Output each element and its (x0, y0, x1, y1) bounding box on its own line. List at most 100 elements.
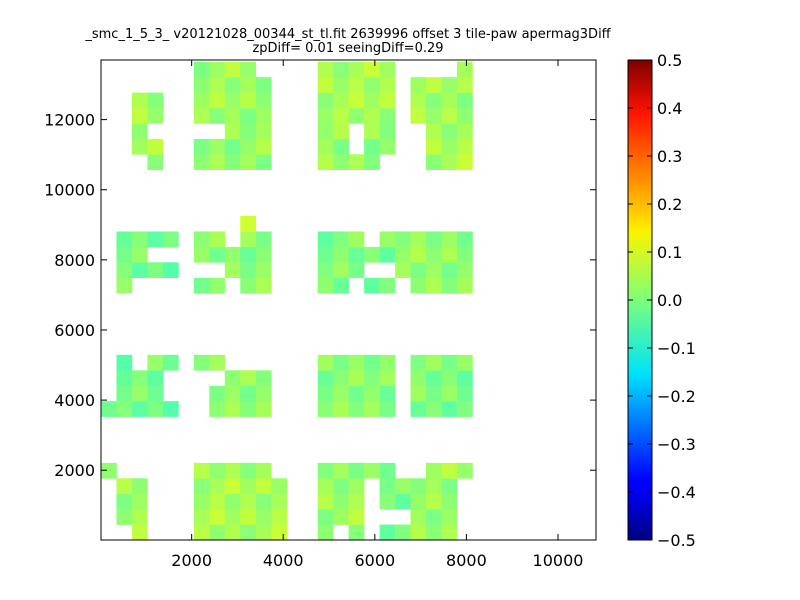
heatmap-cell (426, 154, 442, 171)
heatmap-cell (410, 524, 427, 540)
heatmap-cell (379, 401, 396, 417)
heatmap-cell (379, 108, 396, 124)
heatmap-cell (348, 231, 365, 248)
x-tick-label: 8000 (446, 551, 487, 570)
y-axis: 2000 4000 6000 8000 10000 12000 (44, 111, 596, 480)
heatmap-cell (224, 493, 241, 510)
heatmap-cell (333, 138, 349, 155)
heatmap-cell (224, 262, 241, 279)
heatmap-cell (348, 61, 365, 78)
heatmap-cell (364, 277, 380, 294)
heatmap-cell (224, 77, 241, 93)
heatmap-cell (364, 61, 380, 78)
y-tick-label: 2000 (54, 461, 95, 480)
heatmap-cell (240, 509, 257, 525)
heatmap-cell (426, 123, 442, 140)
heatmap-cell (255, 138, 272, 155)
heatmap-cell (271, 493, 288, 510)
heatmap-cell (209, 108, 226, 124)
colorbar-tick-label: −0.3 (657, 435, 696, 454)
heatmap-cell (209, 92, 226, 109)
heatmap-cell (364, 385, 380, 402)
heatmap-cell (410, 370, 427, 387)
heatmap-cell (456, 123, 473, 140)
heatmap-cell (441, 370, 458, 387)
heatmap-cell (240, 216, 257, 232)
heatmap-cell (441, 77, 458, 93)
heatmap-cell (255, 478, 272, 495)
heatmap-cell (379, 462, 396, 479)
heatmap-cell (317, 277, 334, 294)
heatmap-cell (441, 385, 458, 402)
heatmap-cell (271, 509, 288, 525)
heatmap-cell (456, 77, 473, 93)
heatmap-cell (131, 401, 148, 417)
heatmap-cell (193, 354, 210, 371)
heatmap-cell (333, 262, 349, 279)
heatmap-cell (116, 493, 133, 510)
heatmap-cell (410, 108, 427, 124)
heatmap-cell (426, 478, 442, 495)
heatmap-cell (317, 262, 334, 279)
heatmap-cell (209, 524, 226, 540)
colorbar-tick-label: 0.2 (657, 195, 682, 214)
heatmap-cell (348, 77, 365, 93)
heatmap-cell (379, 385, 396, 402)
y-tick-label: 10000 (44, 181, 95, 200)
heatmap-cell (441, 509, 458, 525)
heatmap-cell (379, 231, 396, 248)
heatmap-cell (209, 493, 226, 510)
colorbar-tick-label: −0.4 (657, 483, 696, 502)
heatmap-cell (147, 108, 164, 124)
colorbar-tick-label: 0.1 (657, 243, 682, 262)
heatmap-cell (426, 462, 442, 479)
plot-frame (100, 59, 597, 541)
heatmap-cell (147, 401, 164, 417)
heatmap-cell (317, 478, 334, 495)
heatmap-cell (441, 231, 458, 248)
heatmap-cell (317, 385, 334, 402)
heatmap-cell (410, 231, 427, 248)
heatmap-cell (426, 231, 442, 248)
heatmap-cell (456, 92, 473, 109)
heatmap-cell (131, 123, 148, 140)
heatmap-cell (209, 246, 226, 263)
heatmap-cell (193, 61, 210, 78)
heatmap-cell (193, 77, 210, 93)
heatmap-cell (410, 277, 427, 294)
heatmap-cell (426, 277, 442, 294)
heatmap-cell (131, 370, 148, 387)
heatmap-cell (395, 246, 411, 263)
heatmap-cell (240, 493, 257, 510)
heatmap-cell (255, 385, 272, 402)
heatmap-cell (426, 385, 442, 402)
heatmap-cells (101, 61, 473, 540)
heatmap-cell (426, 401, 442, 417)
heatmap-cell (317, 92, 334, 109)
y-tick-label: 4000 (54, 391, 95, 410)
heatmap-cell (456, 462, 473, 479)
heatmap-cell (131, 493, 148, 510)
heatmap-cell (426, 108, 442, 124)
heatmap-cell (379, 61, 396, 78)
heatmap-cell (426, 370, 442, 387)
heatmap-cell (426, 138, 442, 155)
heatmap-cell (426, 92, 442, 109)
heatmap-cell (333, 61, 349, 78)
heatmap-cell (348, 246, 365, 263)
heatmap-cell (333, 231, 349, 248)
heatmap-cell (426, 354, 442, 371)
heatmap-cell (456, 108, 473, 124)
heatmap-cell (333, 478, 349, 495)
heatmap-cell (193, 478, 210, 495)
colorbar-tick-label: 0.4 (657, 99, 682, 118)
heatmap-cell (240, 246, 257, 263)
heatmap-cell (224, 478, 241, 495)
heatmap-cell (333, 77, 349, 93)
heatmap-cell (255, 493, 272, 510)
heatmap-cell (147, 370, 164, 387)
colorbar-tick-label: −0.2 (657, 387, 696, 406)
heatmap-cell (224, 385, 241, 402)
heatmap-cell (333, 509, 349, 525)
heatmap-cell (317, 231, 334, 248)
